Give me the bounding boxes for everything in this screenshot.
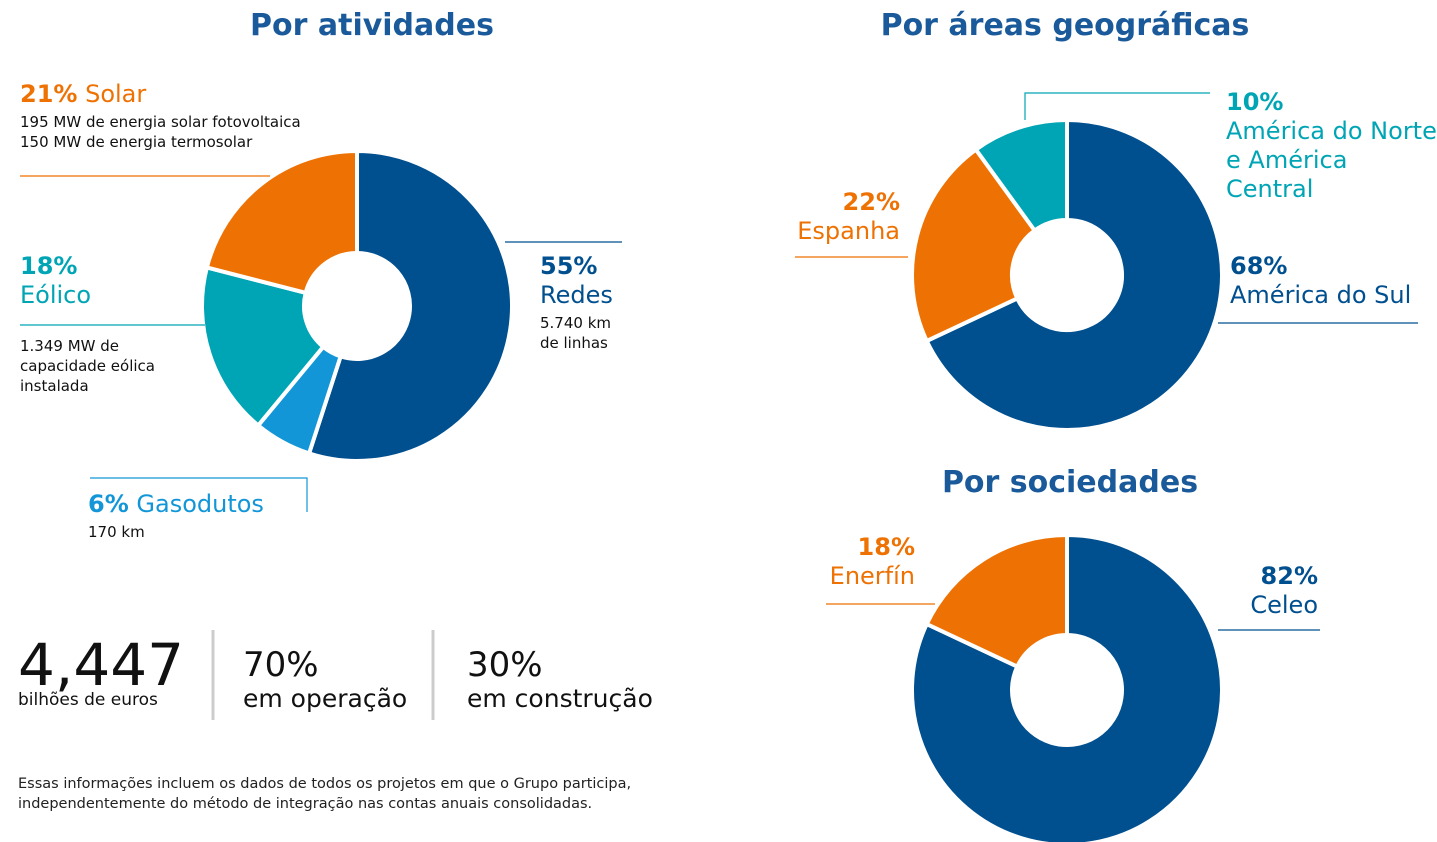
slice-name: América do Norte e América Central [1226, 117, 1437, 203]
slice-name: Solar [85, 80, 147, 108]
detail-line: 195 MW de energia solar fotovoltaica [20, 113, 301, 131]
slice-percent: 55% [540, 252, 598, 280]
slice-name: Redes [540, 281, 613, 309]
stat-value: 30% [467, 645, 543, 685]
detail-line: capacidade eólica [20, 357, 155, 375]
slice-percent: 68% [1230, 252, 1288, 280]
donut-slice [910, 146, 1038, 344]
detail-line: 150 MW de energia termosolar [20, 133, 253, 151]
slice-name: América do Sul [1230, 281, 1412, 309]
slice-name: Celeo [1250, 591, 1318, 619]
detail-line: 5.740 km [540, 314, 612, 332]
slice-details: 170 km [88, 522, 264, 542]
slice-label: 82% Celeo [1250, 562, 1318, 620]
chart-title: Por atividades [250, 8, 494, 43]
slice-percent: 10% [1226, 88, 1284, 116]
slice-label: 21% Solar 195 MW de energia solar fotovol… [20, 80, 301, 152]
leader-line [1024, 92, 1210, 120]
stat-label: em operação [243, 684, 408, 713]
slice-name: Enerfín [829, 562, 915, 590]
detail-line: 170 km [88, 523, 145, 541]
slice-percent: 21% [20, 80, 78, 108]
donut-slice [924, 117, 1224, 432]
slice-label: 18% Eólico [20, 252, 91, 310]
detail-line: de linhas [540, 334, 608, 352]
stat-value: 4,447 [18, 631, 185, 699]
stat-label: em construção [467, 684, 653, 713]
slice-details: 5.740 km de linhas [540, 313, 613, 353]
slice-details: 195 MW de energia solar fotovoltaica 150 … [20, 112, 301, 152]
donut-slice [910, 532, 1224, 842]
detail-line: instalada [20, 377, 89, 395]
slice-name: Eólico [20, 281, 92, 309]
stat-value: 70% [243, 645, 319, 685]
slice-label: 68% América do Sul [1230, 252, 1411, 310]
slice-label: 22% Espanha [797, 188, 900, 246]
slice-label: 10% América do Norte e América Central [1226, 88, 1437, 204]
slice-label: 18% Enerfín [830, 533, 915, 591]
slice-name: Gasodutos [136, 490, 264, 518]
slice-percent: 22% [842, 188, 900, 216]
chart-title: Por sociedades [941, 465, 1199, 500]
slice-percent: 18% [20, 252, 78, 280]
slice-percent: 6% [88, 490, 129, 518]
slice-name: Espanha [797, 217, 900, 245]
detail-line: 1.349 MW de [20, 337, 120, 355]
donut-slice [204, 148, 359, 296]
slice-label: 6% Gasodutos 170 km [88, 490, 264, 542]
slice-percent: 18% [857, 533, 915, 561]
leader-line [90, 477, 308, 512]
stat-label: bilhões de euros [18, 690, 158, 710]
slice-details: 1.349 MW de capacidade eólica instalada [20, 336, 155, 396]
donut-slice [924, 532, 1069, 670]
donut-slice [973, 117, 1069, 234]
donut-slice [306, 148, 514, 463]
chart-title: Por áreas geográficas [880, 8, 1250, 43]
slice-percent: 82% [1260, 562, 1318, 590]
donut-slice [200, 265, 327, 429]
footnote: Essas informações incluem os dados de to… [18, 776, 632, 812]
slice-label: 55% Redes 5.740 km de linhas [540, 252, 613, 353]
